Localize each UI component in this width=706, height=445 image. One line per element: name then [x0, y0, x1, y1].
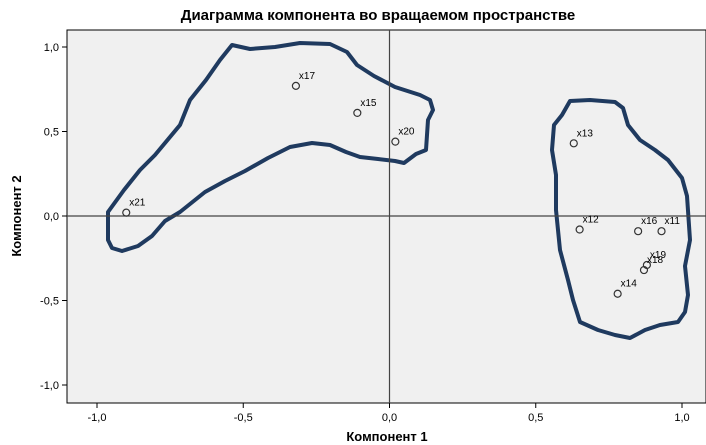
chart-title: Диаграмма компонента во вращаемом простр… — [181, 7, 575, 24]
x-tick-label: 0,0 — [382, 412, 397, 424]
x-tick-label: -1,0 — [88, 412, 107, 424]
point-x15 — [353, 108, 362, 118]
point-x17 — [291, 81, 300, 90]
point-label-x16: x16 — [641, 216, 658, 227]
y-tick-label: -0,5 — [40, 296, 59, 308]
point-label-x13: x13 — [577, 128, 594, 139]
group-outline-left — [106, 41, 435, 253]
point-label-x21: x21 — [129, 198, 146, 209]
y-axis-ticks: -1,0 -0,5 0,0 0,5 1,0 — [40, 42, 67, 392]
x-axis-ticks: -1,0 -0,5 0,0 0,5 1,0 — [88, 403, 690, 424]
point-label-x18: x18 — [647, 255, 664, 266]
y-tick-label: 0,0 — [44, 211, 59, 223]
point-x13 — [569, 139, 578, 148]
point-label-x14: x14 — [621, 279, 638, 290]
point-label-x17: x17 — [299, 71, 316, 82]
x-axis-title: Компонент 1 — [346, 429, 427, 444]
x-tick-label: -0,5 — [234, 412, 253, 424]
group-outline-right — [550, 98, 692, 340]
point-x20 — [391, 137, 400, 146]
x-tick-label: 0,5 — [528, 412, 543, 424]
point-x21 — [122, 208, 131, 217]
point-label-x15: x15 — [360, 98, 377, 109]
point-label-x11: x11 — [665, 216, 681, 227]
point-label-x12: x12 — [583, 215, 600, 226]
point-x16 — [634, 227, 643, 236]
point-label-x19: x19 — [650, 250, 667, 261]
x-tick-label: 1,0 — [674, 412, 689, 424]
y-tick-label: 0,5 — [44, 127, 59, 139]
y-tick-label: -1,0 — [40, 380, 59, 392]
y-tick-label: 1,0 — [44, 42, 59, 54]
point-label-x20: x20 — [398, 127, 415, 138]
point-x14 — [613, 289, 622, 298]
point-x11 — [657, 227, 666, 236]
point-x18 — [639, 265, 649, 275]
y-axis-title: Компонент 2 — [9, 175, 24, 256]
reference-lines — [67, 30, 706, 403]
point-x12 — [575, 225, 584, 234]
group-outlines — [106, 41, 692, 340]
